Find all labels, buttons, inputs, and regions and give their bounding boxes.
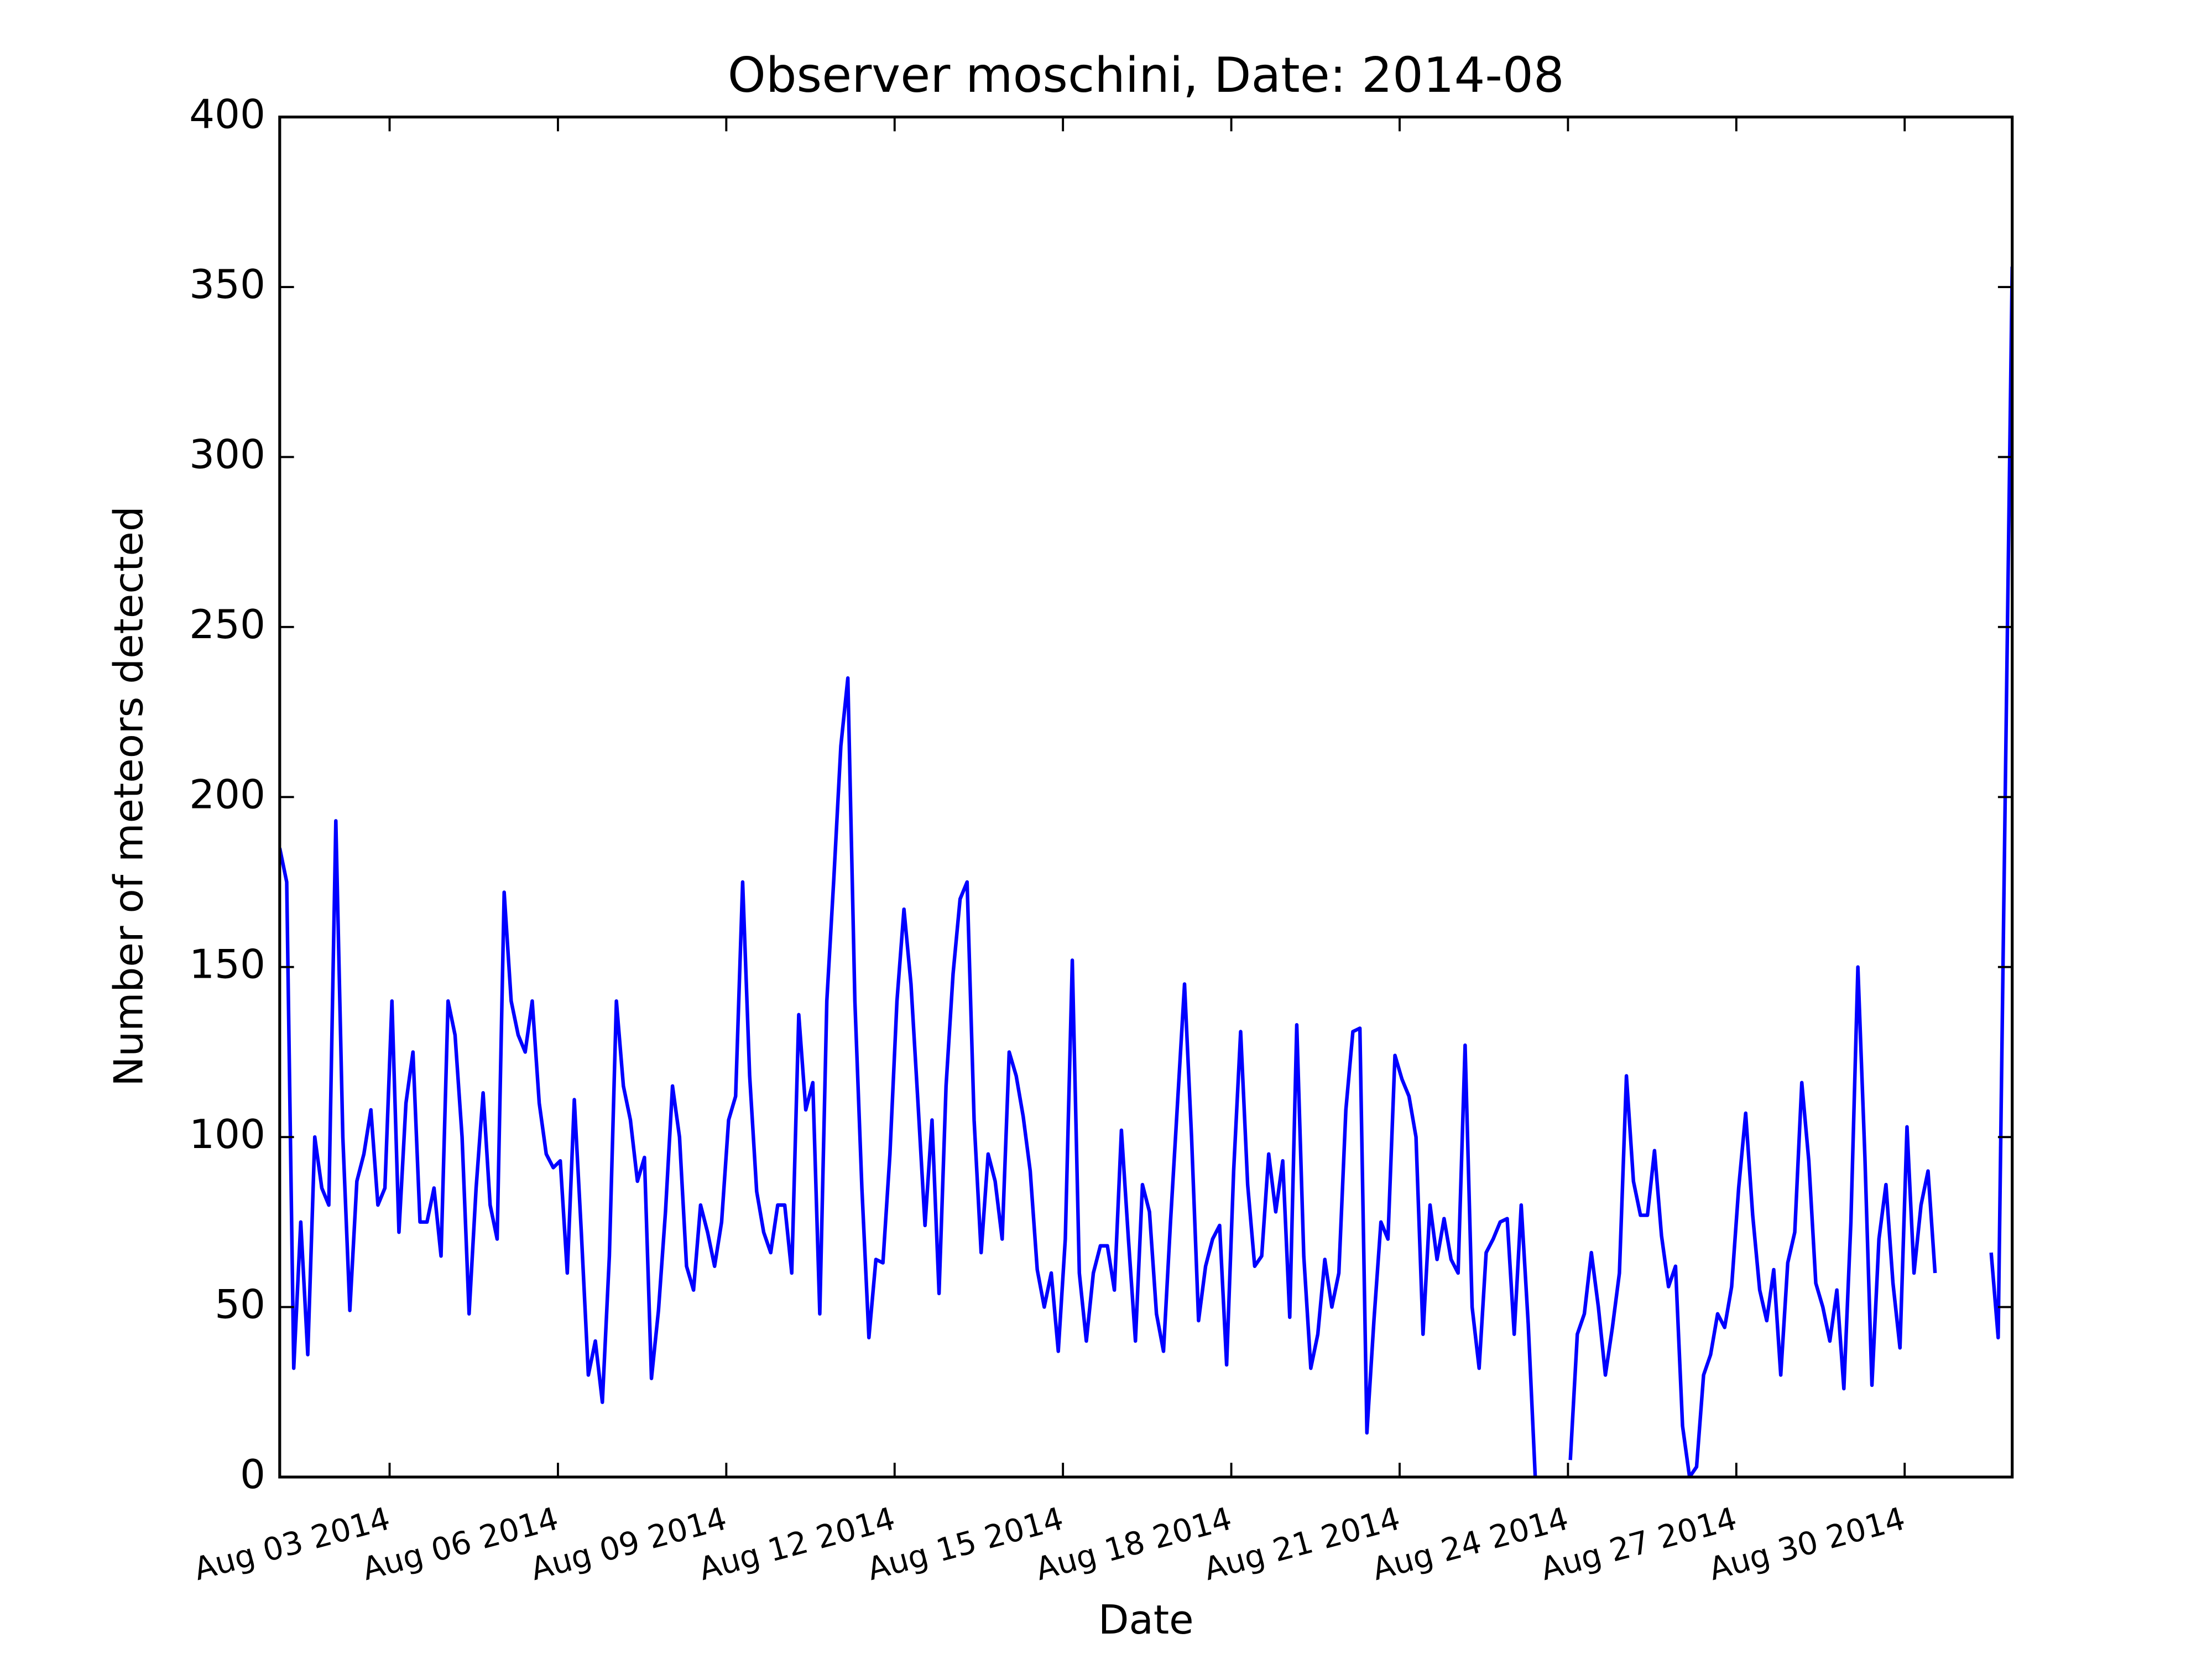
plot-frame [278, 116, 2014, 1479]
y-tick-label: 100 [189, 1112, 265, 1158]
data-line [1989, 267, 2012, 1340]
y-tick-label: 250 [189, 602, 265, 648]
x-tick-label: Aug 30 2014 [1705, 1500, 1909, 1588]
y-tick-label: 50 [215, 1282, 265, 1328]
y-tick-label: 300 [189, 431, 265, 478]
x-tick-label: Aug 06 2014 [358, 1500, 562, 1588]
x-tick-label: Aug 21 2014 [1200, 1500, 1404, 1588]
x-axis-label: Date [1098, 1597, 1194, 1644]
x-tick-label: Aug 24 2014 [1369, 1500, 1572, 1588]
x-tick-label: Aug 12 2014 [695, 1500, 899, 1588]
x-tick-label: Aug 09 2014 [527, 1500, 731, 1588]
x-tick-label: Aug 18 2014 [1032, 1500, 1235, 1588]
x-tick-label: Aug 03 2014 [190, 1500, 394, 1588]
chart-title: Observer moschini, Date: 2014-08 [728, 47, 1564, 103]
data-line [279, 676, 1537, 1477]
plot-area [279, 267, 2012, 1477]
y-tick-label: 0 [240, 1452, 265, 1498]
y-tick-label: 350 [189, 262, 265, 308]
y-tick-label: 200 [189, 771, 265, 818]
x-tick-label: Aug 15 2014 [863, 1500, 1067, 1588]
y-tick-label: 150 [189, 942, 265, 988]
x-tick-label: Aug 27 2014 [1537, 1500, 1740, 1588]
y-axis-label: Number of meteors detected [106, 506, 152, 1086]
y-tick-label: 400 [189, 92, 265, 138]
data-line [1568, 965, 1937, 1477]
